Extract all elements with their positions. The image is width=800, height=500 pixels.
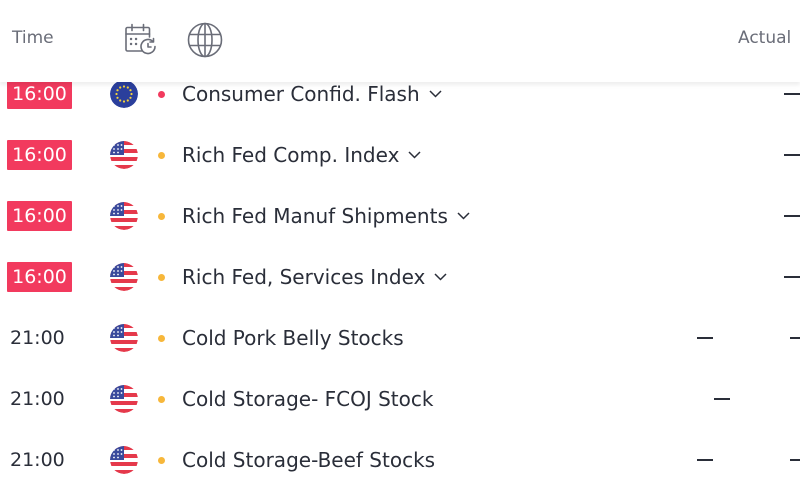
forecast-value — [697, 459, 713, 461]
event-row[interactable]: 21:00 Cold Storage- FC — [0, 366, 800, 427]
us-flag-icon — [110, 202, 138, 230]
calendar-refresh-icon[interactable] — [122, 21, 160, 59]
event-row[interactable]: 16:00 Rich Fed Manuf S — [0, 183, 800, 244]
importance-medium-dot — [158, 213, 165, 220]
event-row[interactable]: 21:00 Cold Pork Belly — [0, 305, 800, 366]
event-name: Cold Storage- FCOJ Stock — [182, 387, 434, 411]
event-name: Consumer Confid. Flash — [182, 82, 420, 106]
us-flag-icon — [110, 141, 138, 169]
importance-medium-dot — [158, 457, 165, 464]
us-flag-icon — [110, 324, 138, 352]
us-flag-icon — [110, 385, 138, 413]
column-header-actual[interactable]: Actual — [738, 28, 792, 48]
actual-value — [784, 276, 800, 278]
forecast-value — [697, 337, 713, 339]
event-row[interactable]: 16:00 Rich Fed, Servic — [0, 244, 800, 305]
event-time: 21:00 — [10, 388, 65, 410]
actual-value — [784, 154, 800, 156]
event-row[interactable]: 16:00 — [0, 61, 800, 122]
event-time: 21:00 — [10, 327, 65, 349]
importance-medium-dot — [158, 396, 165, 403]
event-name: Rich Fed, Services Index — [182, 265, 426, 289]
event-time: 21:00 — [10, 449, 65, 471]
event-time-badge: 16:00 — [7, 262, 72, 292]
importance-medium-dot — [158, 335, 165, 342]
event-time-badge: 16:00 — [7, 79, 72, 109]
event-name: Rich Fed Comp. Index — [182, 143, 400, 167]
actual-value — [784, 215, 800, 217]
importance-high-dot — [158, 91, 165, 98]
column-header-time[interactable]: Time — [12, 28, 54, 48]
event-name: Cold Pork Belly Stocks — [182, 326, 404, 350]
forecast-value — [714, 398, 730, 400]
chevron-down-icon[interactable] — [434, 272, 447, 281]
importance-medium-dot — [158, 152, 165, 159]
importance-medium-dot — [158, 274, 165, 281]
eu-flag-icon — [110, 80, 138, 108]
chevron-down-icon[interactable] — [457, 211, 470, 220]
actual-value — [790, 337, 800, 339]
chevron-down-icon[interactable] — [429, 89, 442, 98]
event-name: Rich Fed Manuf Shipments — [182, 204, 448, 228]
event-row[interactable]: 16:00 Rich Fed Comp. I — [0, 122, 800, 183]
event-time-badge: 16:00 — [7, 201, 72, 231]
globe-icon[interactable] — [186, 21, 224, 59]
table-header: Time — [0, 0, 800, 82]
us-flag-icon — [110, 263, 138, 291]
actual-value — [784, 93, 800, 95]
event-row[interactable]: 21:00 Cold Storage-Bee — [0, 427, 800, 488]
actual-value — [790, 459, 800, 461]
chevron-down-icon[interactable] — [408, 150, 421, 159]
us-flag-icon — [110, 446, 138, 474]
event-time-badge: 16:00 — [7, 140, 72, 170]
event-name: Cold Storage-Beef Stocks — [182, 448, 436, 472]
